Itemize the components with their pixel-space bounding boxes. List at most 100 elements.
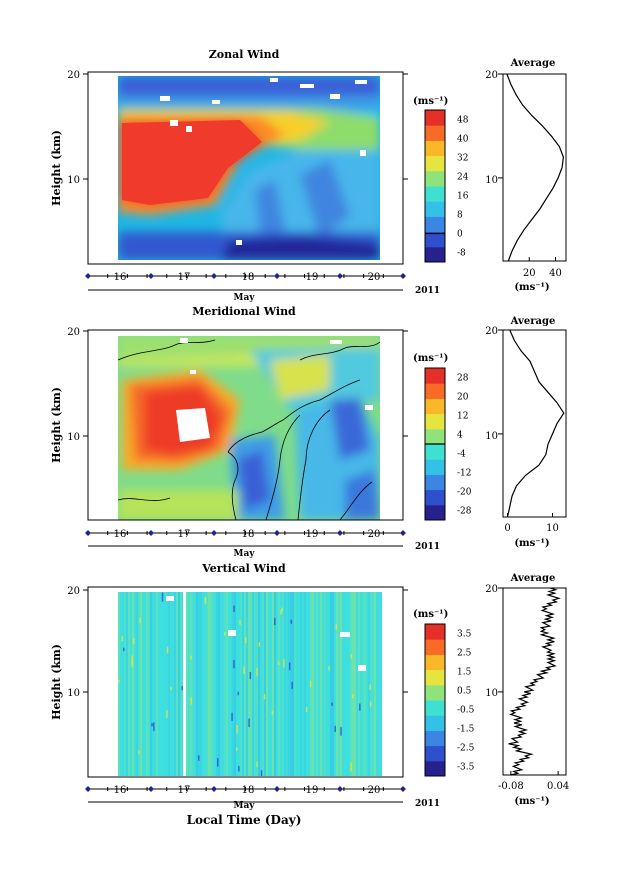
vertical-heatmap-column — [144, 592, 146, 776]
vertical-xtick-label: 18 — [242, 785, 255, 796]
vertical-heatmap-column — [294, 592, 296, 776]
vertical-heatmap-speck — [235, 747, 238, 752]
vertical-heatmap-column — [134, 592, 136, 776]
meridional-colorbar-tick: -20 — [457, 488, 472, 498]
vertical-colorbar-swatch — [425, 639, 445, 655]
vertical-average-title: Average — [510, 573, 556, 584]
meridional-day-marker — [211, 530, 217, 536]
vertical-colorbar-swatch — [425, 700, 445, 716]
vertical-heatmap-speck — [340, 727, 342, 736]
vertical-heatmap-column — [260, 592, 262, 776]
vertical-heatmap-speck — [331, 702, 333, 706]
zonal-colorbar-frame — [424, 109, 446, 263]
vertical-heatmap-column — [280, 592, 282, 776]
vertical-heatmap-column — [214, 592, 216, 776]
zonal-colorbar-swatch — [425, 140, 445, 157]
meridional-colorbar-tick: -4 — [457, 450, 466, 460]
zonal-colorbar-unit: (ms⁻¹) — [413, 96, 448, 107]
vertical-colorbar-swatch — [425, 760, 445, 777]
vertical-heatmap-column — [338, 592, 340, 776]
meridional-colorbar-swatch — [425, 398, 445, 415]
vertical-heatmap-column — [198, 592, 200, 776]
vertical-xtick-label: 16 — [114, 785, 127, 796]
vertical-heatmap-speck — [258, 642, 261, 647]
zonal-time-axis: 16 17 18 19 20 May 2011 — [85, 272, 440, 303]
vertical-heatmap-column — [274, 592, 276, 776]
vertical-heatmap-column — [138, 592, 140, 776]
zonal-colorbar-swatch — [425, 155, 445, 172]
meridional-panel: Meridional Wind — [50, 305, 567, 559]
vertical-time-axis: 16 17 18 19 20 May 2011 Local Time (Day) — [85, 785, 440, 827]
meridional-colorbar-swatch — [425, 459, 445, 475]
vertical-heatmap-column — [178, 592, 180, 776]
meridional-colorbar-tick: 4 — [457, 431, 463, 441]
vertical-heatmap-column — [120, 592, 122, 776]
vertical-heatmap-speck — [280, 609, 282, 615]
vertical-heatmap-column — [376, 592, 378, 776]
vertical-heatmap-speck — [190, 655, 192, 660]
vertical-heatmap-column — [304, 592, 306, 776]
vertical-heatmap-column — [204, 592, 206, 776]
vertical-xlabel: Local Time (Day) — [187, 813, 302, 827]
zonal-colorbar-tick: 0 — [457, 230, 463, 240]
vertical-heatmap-column — [186, 592, 188, 776]
meridional-day-marker — [337, 530, 343, 536]
vertical-heatmap-column — [156, 592, 158, 776]
vertical-heatmap-speck — [248, 718, 250, 727]
vertical-heatmap-speck — [204, 596, 207, 605]
vertical-heatmap-column — [306, 592, 308, 776]
vertical-xtick-label: 19 — [306, 785, 319, 796]
vertical-heatmap-speck — [131, 655, 133, 665]
vertical-heatmap-column — [262, 592, 264, 776]
vertical-heatmap-speck — [153, 722, 155, 732]
vertical-heatmap-speck — [281, 607, 283, 612]
vertical-heatmap-column — [332, 592, 334, 776]
meridional-colorbar-swatch — [425, 368, 445, 384]
vertical-heatmap-column — [170, 592, 172, 776]
vertical-heatmap-column — [250, 592, 252, 776]
vertical-year: 2011 — [415, 799, 440, 809]
meridional-xtick-label: 16 — [114, 529, 127, 540]
vertical-heatmap-column — [378, 592, 380, 776]
vertical-colorbar-tick: 1.5 — [457, 668, 472, 678]
vertical-heatmap-column — [130, 592, 132, 776]
vertical-heatmap-speck — [170, 686, 172, 691]
vertical-heatmap-column — [296, 592, 298, 776]
vertical-heatmap-column — [264, 592, 266, 776]
vertical-heatmap-column — [366, 592, 368, 776]
vertical-heatmap-column — [374, 592, 376, 776]
meridional-colorbar-unit: (ms⁻¹) — [413, 353, 448, 364]
meridional-year: 2011 — [415, 542, 440, 552]
zonal-colorbar-tick: 32 — [457, 154, 468, 164]
vertical-heatmap-speck — [290, 619, 293, 624]
vertical-heatmap-column — [312, 592, 314, 776]
vertical-heatmap-column — [342, 592, 344, 776]
vertical-heatmap-column — [148, 592, 150, 776]
meridional-time-axis: 16 17 18 19 20 May 2011 — [85, 529, 440, 559]
meridional-colorbar-swatch — [425, 504, 445, 521]
vertical-heatmap-column — [230, 592, 232, 776]
vertical-heatmap-column — [210, 592, 212, 776]
vertical-heatmap-column — [302, 592, 304, 776]
meridional-day-marker — [85, 530, 91, 536]
vertical-heatmap-column — [208, 592, 210, 776]
meridional-ytick-10: 10 — [67, 432, 80, 443]
vertical-ytick-20: 20 — [67, 586, 80, 597]
vertical-heatmap-column — [220, 592, 222, 776]
vertical-heatmap-speck — [224, 632, 226, 636]
vertical-ytick-10: 10 — [67, 688, 80, 699]
meridional-colorbar-swatch — [425, 474, 445, 491]
zonal-ytick-20: 20 — [67, 70, 80, 81]
vertical-heatmap-column — [276, 592, 278, 776]
vertical-heatmap-speck — [260, 770, 263, 776]
vertical-heatmap-speck — [249, 671, 252, 680]
vertical-day-marker — [337, 786, 343, 792]
vertical-heatmap-speck — [274, 617, 276, 626]
vertical-heatmap-column — [176, 592, 178, 776]
vertical-heatmap-speck — [271, 710, 274, 715]
vertical-colorbar-tick: -1.5 — [457, 725, 475, 735]
vertical-heatmap-speck — [359, 703, 361, 711]
vertical-heatmap-column — [372, 592, 374, 776]
meridional-day-marker — [274, 530, 280, 536]
zonal-colorbar-tick: 40 — [457, 135, 469, 145]
